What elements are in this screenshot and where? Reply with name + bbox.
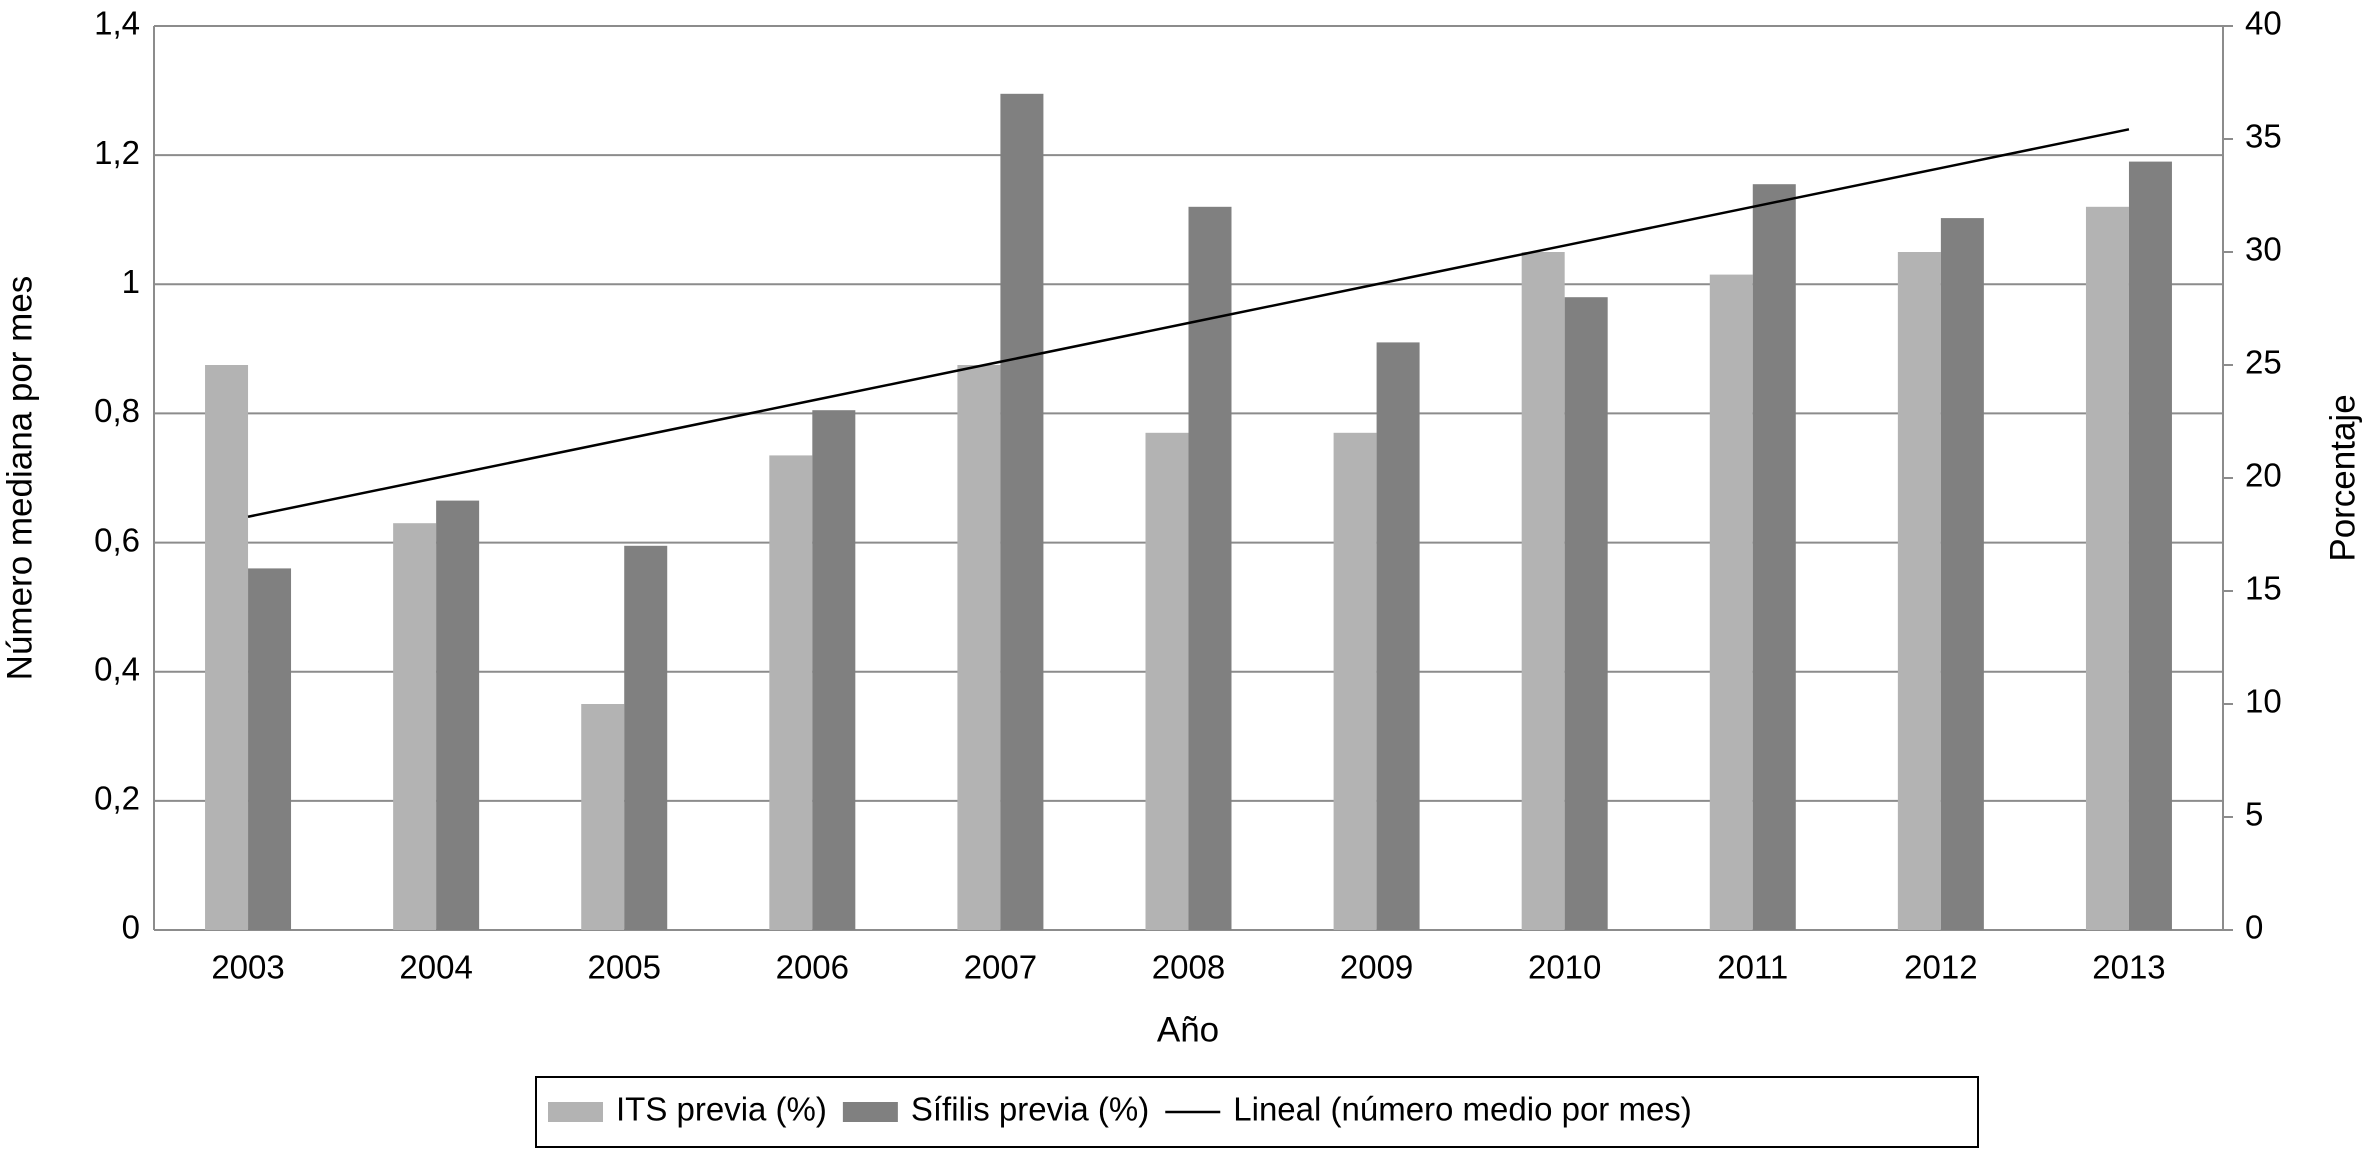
bar bbox=[1376, 342, 1420, 930]
bar bbox=[624, 545, 668, 930]
y2-tick-label: 20 bbox=[2245, 457, 2282, 494]
bar bbox=[248, 568, 292, 930]
trend-line bbox=[247, 128, 2130, 518]
legend-swatch bbox=[842, 1102, 898, 1122]
y2-tick-label: 10 bbox=[2245, 683, 2282, 720]
x-tick-label: 2011 bbox=[1717, 949, 1788, 986]
x-tick-label: 2003 bbox=[211, 949, 284, 986]
y2-tick-label: 0 bbox=[2245, 909, 2263, 946]
y-tick-label: 0 bbox=[122, 909, 140, 946]
x-tick-label: 2013 bbox=[2092, 949, 2165, 986]
bar bbox=[1145, 432, 1189, 930]
y-tick-label: 1,4 bbox=[94, 5, 140, 42]
x-tick-label: 2007 bbox=[964, 949, 1037, 986]
y-tick-label: 0,4 bbox=[94, 650, 140, 687]
bar bbox=[1564, 297, 1608, 930]
bar bbox=[1940, 218, 1984, 931]
y2-tick-label: 15 bbox=[2245, 570, 2282, 607]
legend-label: Lineal (número medio por mes) bbox=[1233, 1091, 1692, 1128]
bar bbox=[812, 410, 856, 930]
x-tick-label: 2008 bbox=[1152, 949, 1225, 986]
bar bbox=[205, 365, 249, 930]
bar bbox=[1709, 274, 1753, 931]
y2-axis-label: Porcentaje bbox=[2323, 394, 2362, 561]
y-axis-label: Número mediana por mes bbox=[0, 276, 39, 681]
y-tick-label: 1 bbox=[122, 263, 140, 300]
bar bbox=[436, 500, 480, 930]
legend-label: Sífilis previa (%) bbox=[911, 1091, 1149, 1128]
y2-tick-label: 40 bbox=[2245, 5, 2282, 42]
y2-tick-label: 35 bbox=[2245, 118, 2282, 155]
bar bbox=[2085, 206, 2129, 931]
y-tick-label: 0,6 bbox=[94, 521, 140, 558]
y2-tick-label: 30 bbox=[2245, 231, 2282, 268]
y-tick-label: 0,2 bbox=[94, 780, 140, 817]
bar bbox=[1000, 93, 1044, 931]
y2-tick-label: 25 bbox=[2245, 344, 2282, 381]
bar bbox=[1897, 252, 1941, 930]
legend-swatch bbox=[548, 1102, 603, 1122]
x-tick-label: 2004 bbox=[399, 949, 472, 986]
y2-tick-label: 5 bbox=[2245, 796, 2263, 833]
x-tick-label: 2010 bbox=[1528, 949, 1601, 986]
x-axis-label: Año bbox=[1157, 1010, 1219, 1049]
bar bbox=[1188, 206, 1232, 931]
x-tick-label: 2012 bbox=[1904, 949, 1977, 986]
bar bbox=[957, 365, 1001, 930]
bar bbox=[1752, 184, 1796, 930]
bar bbox=[1521, 252, 1565, 930]
legend-box bbox=[535, 1076, 1979, 1148]
legend-label: ITS previa (%) bbox=[616, 1091, 827, 1128]
bar bbox=[581, 704, 625, 930]
bar bbox=[2128, 161, 2172, 931]
bar bbox=[769, 455, 813, 930]
x-tick-label: 2006 bbox=[776, 949, 849, 986]
bar bbox=[393, 523, 437, 930]
x-tick-label: 2009 bbox=[1340, 949, 1413, 986]
x-tick-label: 2005 bbox=[588, 949, 661, 986]
y-tick-label: 0,8 bbox=[94, 392, 140, 429]
y-tick-label: 1,2 bbox=[94, 134, 140, 171]
bar bbox=[1333, 432, 1377, 930]
